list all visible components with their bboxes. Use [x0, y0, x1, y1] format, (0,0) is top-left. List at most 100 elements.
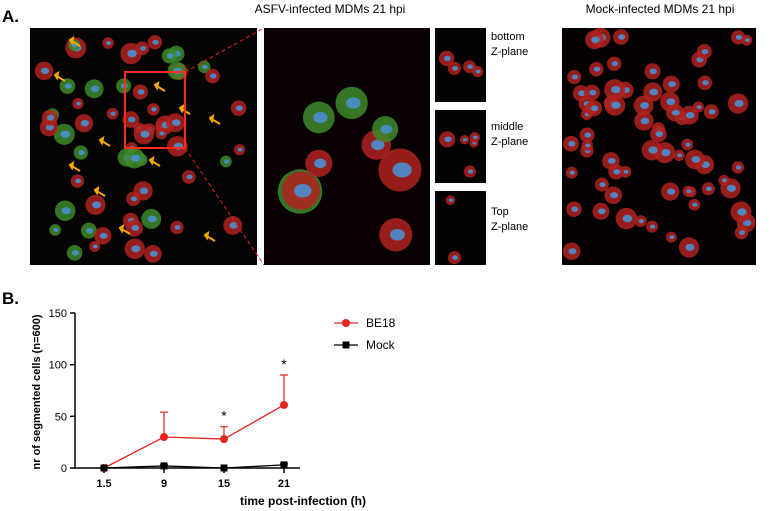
- y-tick-label: 100: [49, 360, 67, 372]
- nucleus: [610, 192, 619, 199]
- nucleus: [75, 178, 82, 184]
- nucleus: [737, 208, 747, 216]
- nucleus: [151, 107, 157, 112]
- nucleus: [137, 89, 145, 95]
- nucleus: [467, 64, 474, 69]
- nucleus: [669, 235, 675, 240]
- nucleus: [202, 64, 208, 70]
- micrograph-z: [435, 28, 486, 102]
- nucleus: [40, 67, 50, 75]
- nucleus: [147, 215, 157, 223]
- nucleus: [638, 219, 645, 224]
- nucleus: [75, 101, 82, 106]
- nucleus: [475, 69, 481, 74]
- nucleus: [443, 55, 451, 62]
- nucleus: [696, 105, 702, 110]
- nucleus: [706, 186, 712, 192]
- nucleus: [80, 120, 89, 127]
- y-axis-label: nr of segmented cells (n=600): [31, 314, 43, 469]
- nucleus: [686, 189, 692, 194]
- nucleus: [149, 250, 158, 257]
- nucleus: [61, 207, 71, 215]
- nucleus: [578, 90, 586, 97]
- nucleus: [584, 132, 592, 138]
- nucleus: [591, 36, 600, 44]
- nucleus: [726, 184, 736, 192]
- nucleus: [313, 111, 328, 124]
- cells: [34, 27, 756, 265]
- marker: [220, 464, 228, 472]
- nucleus: [223, 159, 230, 164]
- nucleus: [86, 227, 94, 234]
- arrow: [203, 230, 216, 242]
- nucleus: [166, 53, 174, 59]
- nucleus: [467, 169, 474, 174]
- y-tick-label: 150: [49, 308, 67, 320]
- nucleus: [734, 99, 744, 108]
- nucleus: [611, 61, 619, 67]
- nucleus: [392, 162, 412, 178]
- nucleus: [591, 105, 599, 112]
- nucleus: [649, 88, 659, 96]
- arrow: [68, 160, 81, 172]
- nucleus: [640, 101, 650, 109]
- nucleus: [294, 183, 312, 198]
- z-plane-label: Top Z-plane: [491, 206, 528, 233]
- nucleus: [139, 45, 147, 51]
- nucleus: [692, 202, 698, 207]
- nucleus: [685, 111, 695, 119]
- nucleus: [106, 41, 112, 46]
- nucleus: [186, 174, 193, 180]
- error-bar: [280, 374, 288, 405]
- nucleus: [91, 201, 102, 209]
- nucleus: [159, 131, 165, 136]
- nucleus: [640, 117, 650, 125]
- nucleus: [671, 109, 680, 116]
- nucleus: [452, 255, 459, 260]
- marker: [100, 464, 108, 472]
- nucleus: [45, 124, 54, 131]
- nucleus: [71, 250, 79, 256]
- nucleus: [229, 222, 238, 229]
- legend-marker: [342, 319, 350, 327]
- nucleus: [613, 169, 621, 175]
- nucleus: [618, 34, 626, 40]
- zoom-box: [124, 71, 186, 149]
- nucleus: [130, 154, 140, 162]
- nucleus: [380, 124, 393, 134]
- panel-label: B.: [2, 289, 19, 308]
- x-tick-label: 15: [218, 478, 230, 490]
- nucleus: [593, 66, 601, 72]
- x-tick-label: 9: [161, 478, 167, 490]
- nucleus: [708, 109, 716, 115]
- nucleus: [685, 243, 695, 251]
- nucleus: [599, 182, 606, 188]
- nucleus: [623, 169, 629, 174]
- nucleus: [597, 208, 606, 215]
- nucleus: [448, 198, 454, 202]
- nucleus: [649, 68, 657, 75]
- nucleus: [139, 187, 149, 195]
- arrow: [148, 155, 161, 167]
- nucleus: [130, 196, 138, 202]
- x-axis-label: time post-infection (h): [240, 494, 366, 508]
- nucleus: [152, 39, 159, 45]
- nucleus: [744, 38, 750, 43]
- series-line: [103, 404, 285, 469]
- significance: *: [221, 408, 227, 424]
- nucleus: [235, 105, 243, 111]
- nucleus: [610, 85, 621, 94]
- nucleus: [131, 225, 140, 232]
- micrograph: [30, 28, 257, 265]
- nucleus: [389, 228, 405, 241]
- arrow: [93, 185, 106, 197]
- nucleus: [64, 83, 72, 89]
- nucleus: [314, 158, 327, 169]
- micrograph-z: [435, 191, 486, 265]
- nucleus: [127, 116, 136, 123]
- nucleus: [649, 224, 656, 229]
- marker: [220, 435, 228, 444]
- nucleus: [611, 101, 621, 109]
- z-plane-label: bottom Z-plane: [491, 31, 528, 58]
- zoom-line: [184, 27, 265, 73]
